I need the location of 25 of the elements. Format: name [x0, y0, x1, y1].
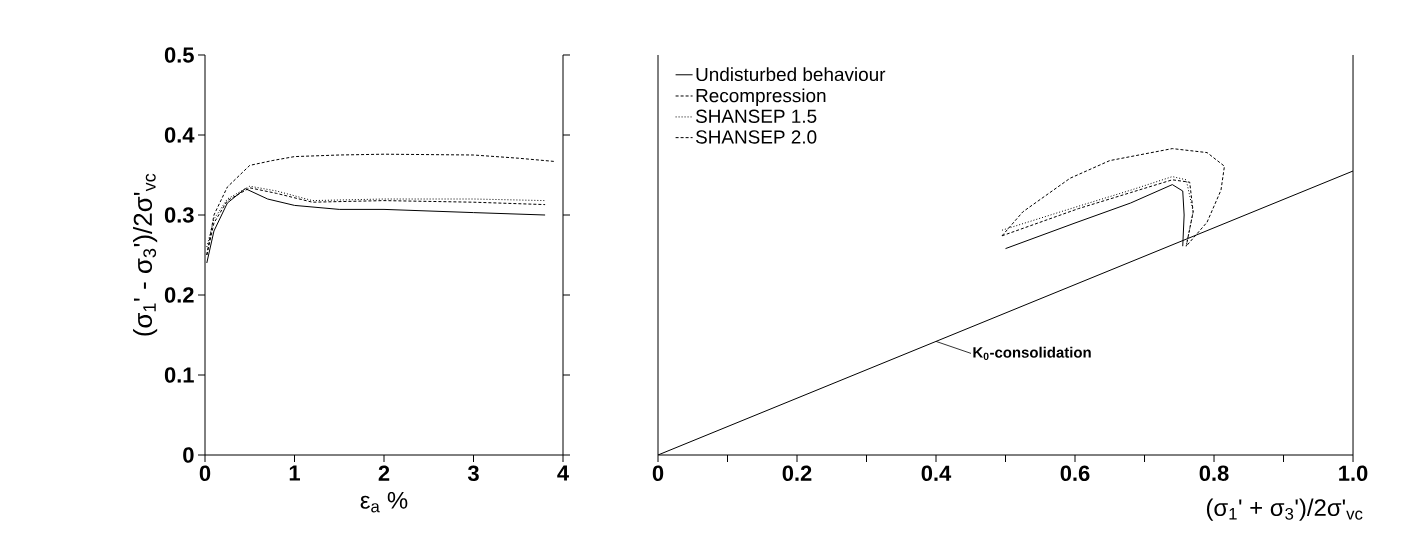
legend-label: Recompression	[696, 88, 826, 107]
x-tick-label: 0.4	[921, 465, 952, 482]
y-axis-title: (σ$_{1}$' - σ$_{3}$')/2σ'$_{vc}$	[133, 173, 158, 336]
x-tick-label: 3	[467, 465, 479, 482]
legend-label: SHANSEP 2.0	[695, 130, 817, 144]
x-axis-title: ε$_{a}$ %	[360, 491, 408, 513]
x-tick-label: 4	[557, 465, 569, 481]
x-tick-label: 2	[378, 465, 390, 481]
x-tick-label: 0.8	[1199, 465, 1229, 482]
y-tick-label: 0.3	[164, 207, 194, 223]
x-tick-label: 0	[199, 465, 211, 482]
y-tick-label: 0.4	[164, 127, 195, 143]
y-tick-label: 0	[183, 447, 194, 463]
x-tick-label: 0.2	[782, 465, 812, 482]
x-axis-title: (σ$_{1}$' + σ$_{3}$')/2σ'$_{vc}$	[1206, 498, 1363, 521]
x-tick-label: 1.0	[1339, 465, 1368, 482]
y-tick-label: 0.1	[164, 367, 194, 383]
annotation: K$_{0}$-consolidation	[973, 346, 1091, 361]
x-tick-label: 0.6	[1060, 465, 1090, 482]
x-tick-label: 0	[652, 465, 664, 482]
y-tick-label: 0.2	[164, 287, 194, 303]
legend-label: SHANSEP 1.5	[695, 109, 817, 123]
y-tick-label: 0.5	[164, 47, 194, 63]
x-tick-label: 1	[289, 465, 300, 481]
legend-label: Undisturbed behaviour	[696, 67, 886, 82]
